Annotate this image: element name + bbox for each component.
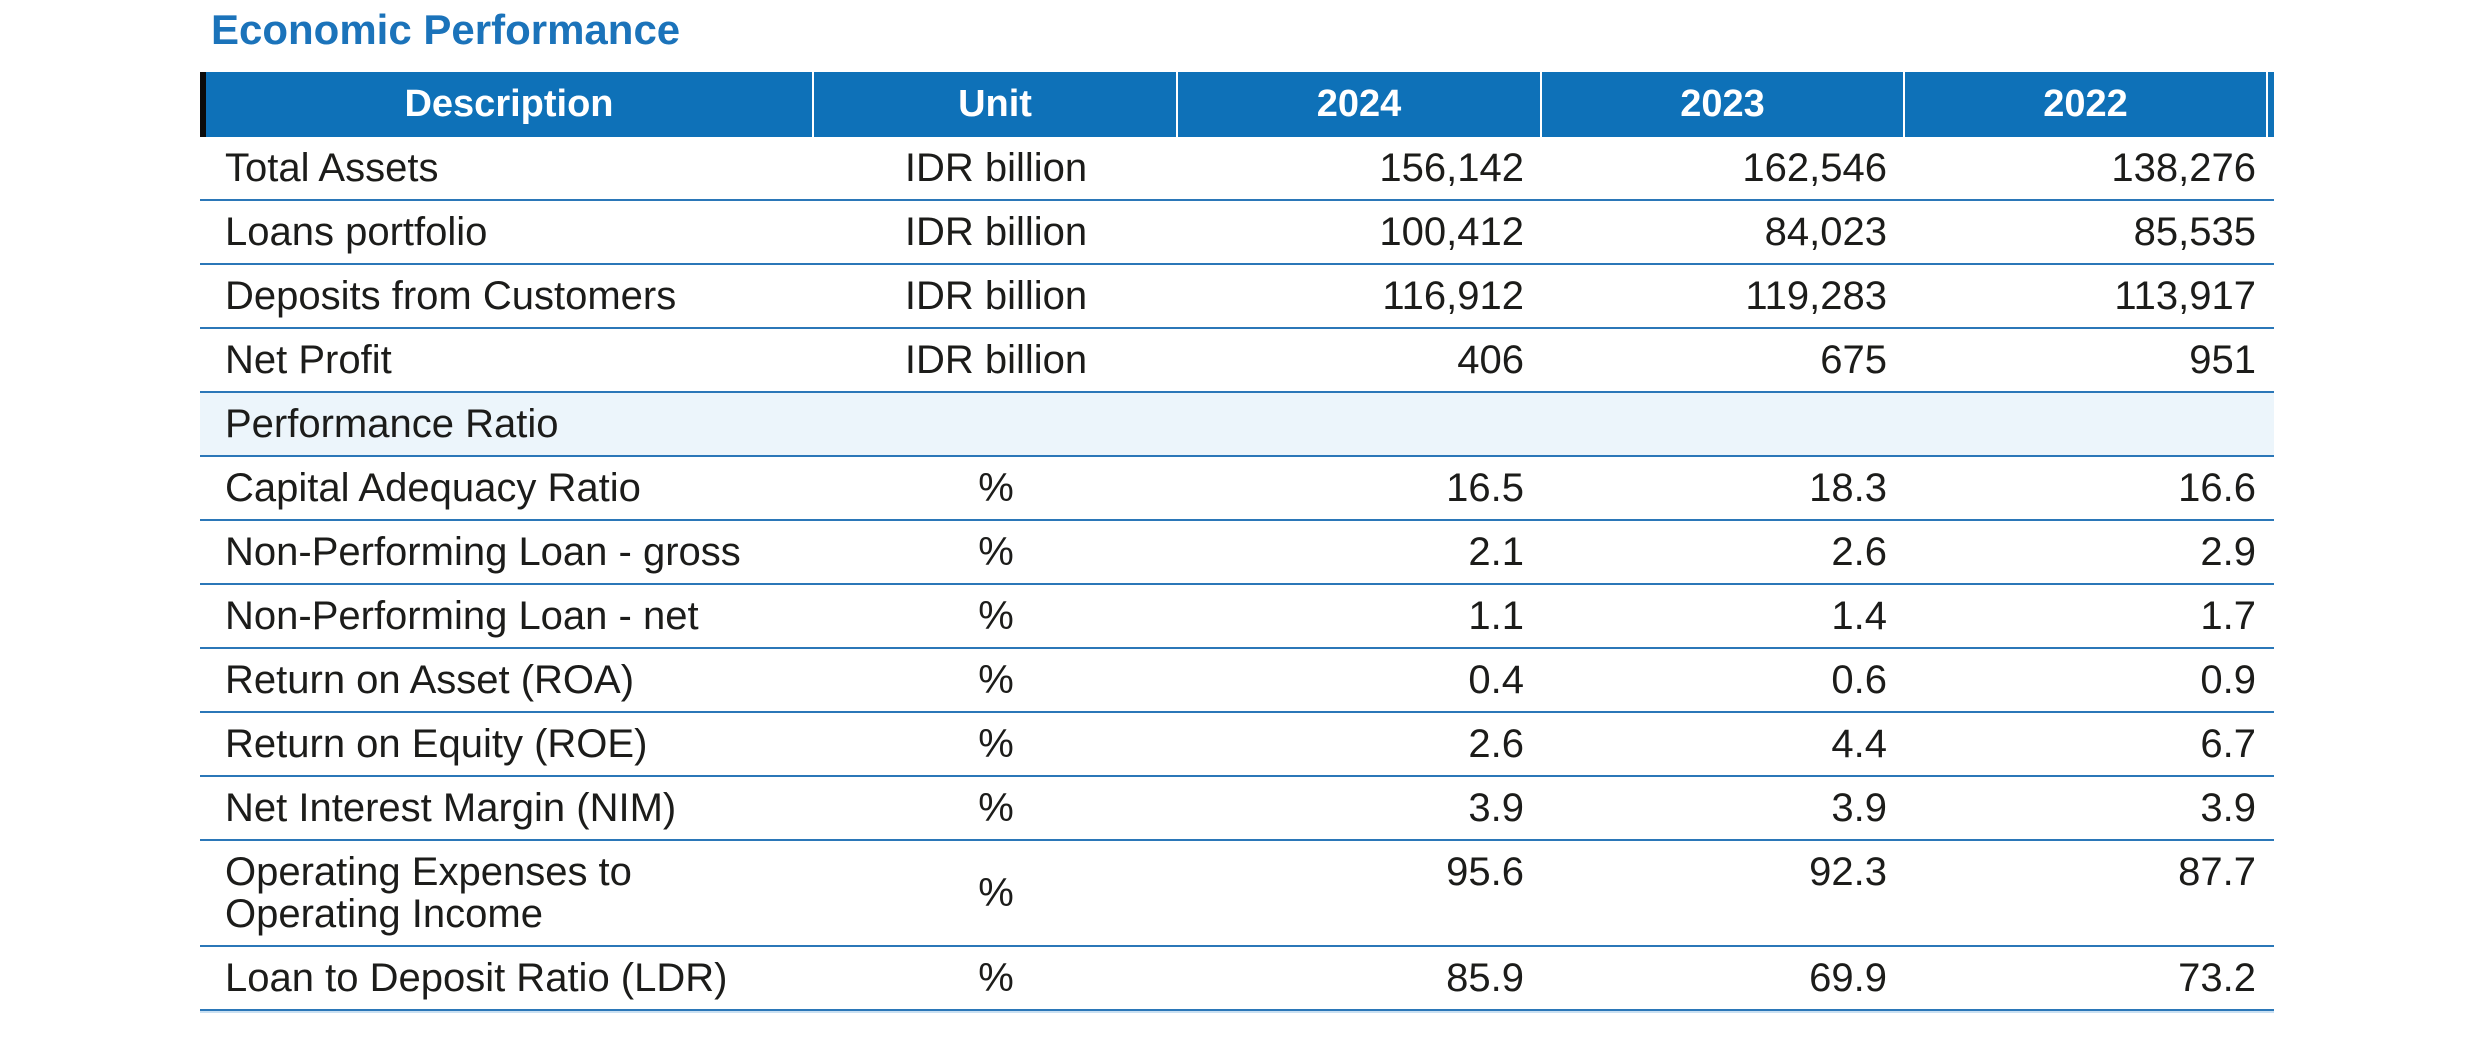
row-unit: % (978, 594, 1014, 638)
row-unit: % (978, 722, 1014, 766)
row-label: Return on Asset (ROA) (225, 658, 635, 702)
row-unit: IDR billion (904, 210, 1088, 254)
row-value-2022: 138,276 (2111, 146, 2256, 190)
row-label: Net Interest Margin (NIM) (225, 786, 677, 830)
row-value-2022: 2.9 (2200, 530, 2256, 574)
row-value-2023: 4.4 (1831, 722, 1887, 766)
column-header-unit: Unit (814, 72, 1178, 137)
row-label: Return on Equity (ROE) (225, 722, 648, 766)
row-label: Operating Expenses to Operating Income (225, 850, 632, 936)
row-value-2024: 116,912 (1382, 274, 1524, 318)
section-label: Performance Ratio (225, 402, 559, 446)
row-value-2023: 1.4 (1831, 594, 1887, 638)
row-value-2023: 2.6 (1831, 530, 1887, 574)
row-label: Non-Performing Loan - gross (225, 530, 741, 574)
row-unit: % (978, 658, 1014, 702)
column-header-2024: 2024 (1178, 72, 1542, 137)
table-row: Non-Performing Loan - net % 1.1 1.4 1.7 (200, 585, 2274, 649)
table-row: Deposits from Customers IDR billion 116,… (200, 265, 2274, 329)
row-label: Net Profit (225, 338, 392, 382)
table-header-row: Description Unit 2024 2023 2022 (200, 72, 2274, 137)
table-row: Operating Expenses to Operating Income %… (200, 841, 2274, 947)
page-title: Economic Performance (211, 6, 681, 53)
row-label: Capital Adequacy Ratio (225, 466, 641, 510)
table-row: Net Profit IDR billion 406 675 951 (200, 329, 2274, 393)
row-value-2023: 18.3 (1809, 466, 1887, 510)
row-value-2024: 85.9 (1446, 956, 1524, 1000)
row-value-2022: 0.9 (2200, 658, 2256, 702)
row-unit: IDR billion (904, 146, 1088, 190)
row-label: Loans portfolio (225, 210, 488, 254)
row-unit: % (978, 786, 1014, 830)
row-unit: IDR billion (904, 338, 1088, 382)
row-unit: % (978, 466, 1014, 510)
row-value-2023: 675 (1820, 338, 1887, 382)
row-value-2024: 16.5 (1446, 466, 1524, 510)
table-row: Loan to Deposit Ratio (LDR) % 85.9 69.9 … (200, 947, 2274, 1011)
row-value-2024: 2.1 (1468, 530, 1524, 574)
row-label: Non-Performing Loan - net (225, 594, 699, 638)
row-value-2023: 69.9 (1809, 956, 1887, 1000)
table-row: Return on Asset (ROA) % 0.4 0.6 0.9 (200, 649, 2274, 713)
column-header-2023: 2023 (1542, 72, 1905, 137)
row-value-2023: 162,546 (1742, 146, 1887, 190)
table-section-row: Performance Ratio (200, 393, 2274, 457)
row-value-2024: 156,142 (1379, 146, 1524, 190)
row-value-2023: 84,023 (1764, 210, 1887, 254)
table-row: Net Interest Margin (NIM) % 3.9 3.9 3.9 (200, 777, 2274, 841)
row-value-2022: 6.7 (2200, 722, 2256, 766)
row-value-2022: 1.7 (2200, 594, 2256, 638)
row-value-2022: 87.7 (2178, 850, 2256, 894)
row-value-2022: 73.2 (2178, 956, 2256, 1000)
row-value-2024: 100,412 (1379, 210, 1524, 254)
row-value-2023: 119,283 (1745, 274, 1887, 318)
row-label: Total Assets (225, 146, 439, 190)
table-row: Capital Adequacy Ratio % 16.5 18.3 16.6 (200, 457, 2274, 521)
row-value-2022: 16.6 (2178, 466, 2256, 510)
table-row: Non-Performing Loan - gross % 2.1 2.6 2.… (200, 521, 2274, 585)
row-value-2022: 3.9 (2200, 786, 2256, 830)
economic-performance-table: Description Unit 2024 2023 2022 Total As… (200, 72, 2274, 1011)
row-value-2023: 92.3 (1809, 850, 1887, 894)
table-row: Total Assets IDR billion 156,142 162,546… (200, 137, 2274, 201)
row-value-2024: 95.6 (1446, 850, 1524, 894)
row-label: Deposits from Customers (225, 274, 677, 318)
row-value-2022: 951 (2189, 338, 2256, 382)
header-left-accent-bar (200, 72, 206, 137)
row-value-2024: 3.9 (1468, 786, 1524, 830)
row-unit: % (978, 530, 1014, 574)
table-row: Loans portfolio IDR billion 100,412 84,0… (200, 201, 2274, 265)
table-row: Return on Equity (ROE) % 2.6 4.4 6.7 (200, 713, 2274, 777)
column-header-description: Description (206, 72, 814, 137)
row-unit: IDR billion (904, 274, 1088, 318)
row-label: Loan to Deposit Ratio (LDR) (225, 956, 728, 1000)
row-value-2024: 406 (1457, 338, 1524, 382)
row-value-2024: 0.4 (1468, 658, 1524, 702)
row-value-2022: 113,917 (2114, 274, 2256, 318)
column-header-2022: 2022 (1905, 72, 2268, 137)
row-value-2023: 0.6 (1831, 658, 1887, 702)
row-value-2022: 85,535 (2133, 210, 2256, 254)
row-value-2024: 1.1 (1468, 594, 1524, 638)
row-value-2023: 3.9 (1831, 786, 1887, 830)
header-right-edge (2268, 72, 2274, 137)
row-unit: % (978, 956, 1014, 1000)
table-body: Total Assets IDR billion 156,142 162,546… (200, 137, 2274, 1011)
row-value-2024: 2.6 (1468, 722, 1524, 766)
row-unit: % (978, 871, 1014, 915)
